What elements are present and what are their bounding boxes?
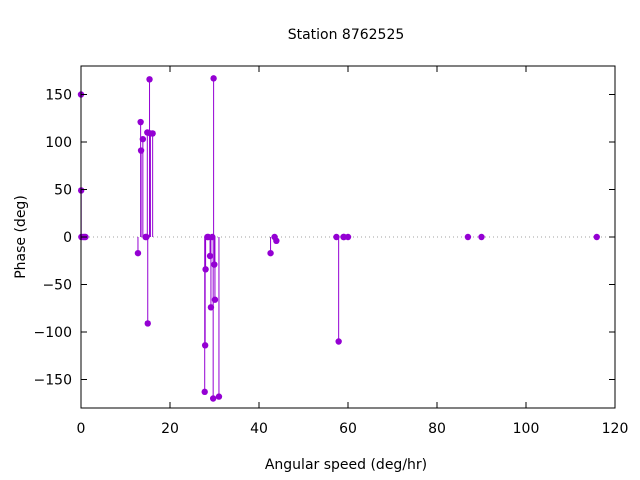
data-point [215,393,223,400]
data-point [143,233,150,241]
data-point [206,252,214,260]
x-tick-label: 120 [602,421,629,437]
data-point [335,338,342,345]
data-point [210,75,217,82]
data-point [201,342,209,349]
y-axis-title: Phase (deg) [13,195,29,279]
data-point-layer [77,75,600,402]
data-point [211,261,218,268]
data-point [202,266,209,273]
x-tick-label: 20 [161,421,179,437]
data-point [209,233,216,241]
y-tick-label: −100 [34,325,72,341]
x-tick-label: 0 [77,421,86,437]
data-point [137,118,144,126]
y-tick-label: 50 [54,183,72,199]
data-point [333,233,340,241]
data-point [464,233,472,241]
data-point [139,135,147,143]
data-point [593,233,600,241]
data-point [149,130,156,137]
y-tick-label: −50 [42,278,72,294]
data-point [211,296,219,303]
x-tick-label: 40 [250,421,268,437]
data-point [478,233,485,241]
y-tick-label: −150 [34,373,72,389]
x-tick-label: 100 [513,421,540,437]
data-point [207,304,215,311]
data-point [344,233,352,241]
x-tick-label: 60 [339,421,357,437]
data-point [267,249,274,257]
x-axis-title: Angular speed (deg/hr) [265,457,427,473]
y-tick-label: 150 [45,88,72,104]
data-point [201,388,208,396]
chart-title: Station 8762525 [288,27,405,43]
data-point [144,320,151,327]
data-point [209,395,217,402]
y-tick-label: 0 [63,230,72,246]
tick-layer: 0 20 40 60 80 100 120 −150 −100 −50 0 50 100 150 [34,66,629,437]
data-point [134,249,142,257]
data-point [146,76,153,83]
x-tick-label: 80 [428,421,446,437]
data-point [137,147,145,154]
y-tick-label: 100 [45,135,72,151]
data-point [273,237,280,244]
